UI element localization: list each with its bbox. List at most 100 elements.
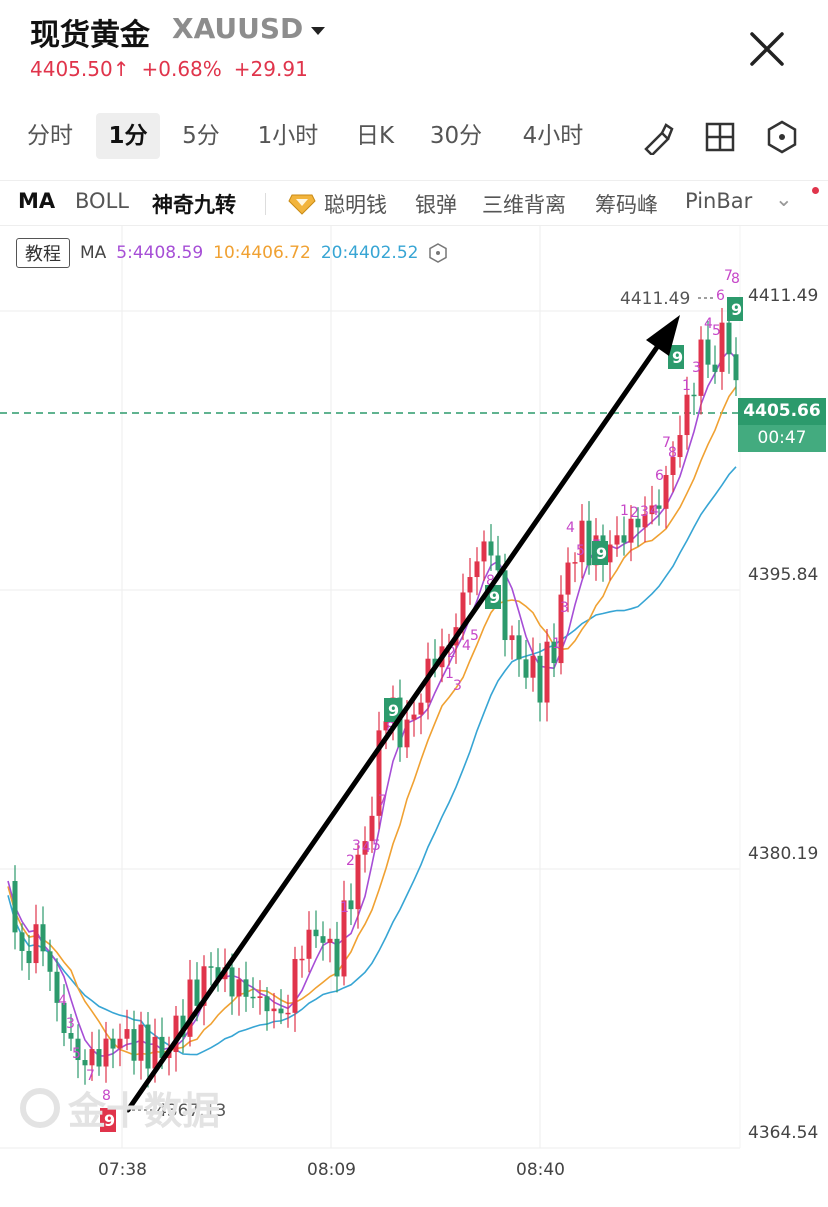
symbol-selector[interactable]: XAUUSD [172,12,326,45]
layout-grid-icon[interactable] [702,119,738,155]
divider [265,193,266,215]
candle [642,514,648,528]
candle [152,1036,158,1069]
candlestick-chart[interactable]: 4357812345781324581345712346781345678999… [0,226,828,1207]
close-icon[interactable] [748,30,786,68]
tab-1min[interactable]: 1分 [96,113,160,159]
candle [285,1012,291,1015]
current-price-tag: 4405.66 00:47 [738,398,826,452]
candle [334,938,340,977]
tab-fenshi[interactable]: 分时 [27,123,73,149]
candle [551,641,557,664]
price-axis-label: 4411.49 [748,286,819,306]
candle [215,967,221,980]
indicator-bar: MA BOLL 神奇九转 聪明钱 银弹 三维背离 筹码峰 PinBar ⌄ [0,180,828,226]
td-count-label: 2 [346,853,355,869]
candle [264,996,270,1012]
candle [138,1024,144,1061]
candle [47,951,53,972]
candle [320,936,326,943]
td-count-label: 7 [724,268,733,284]
current-price: 4405.50↑ [30,57,130,81]
current-price-value: 4405.66 [743,401,821,421]
candle [369,815,375,842]
indicator-pinbar[interactable]: PinBar [685,189,753,213]
td-count-label: 8 [102,1088,111,1104]
ma10-value: 10:4406.72 [213,243,311,263]
indicator-magic-nine[interactable]: 神奇九转 [152,193,236,217]
td-nine-badge [100,1108,116,1132]
td-count-label: 1 [552,636,561,652]
tab-1hour[interactable]: 1小时 [257,123,319,149]
change-absolute: +29.91 [233,57,308,81]
timeframe-bar: 分时 1分 5分 1小时 日K 30分 4小时 [0,105,828,163]
candle [306,929,312,959]
tutorial-button[interactable]: 教程 [16,238,70,268]
candle [145,1024,151,1069]
watermark: 金十数据 [20,1080,220,1135]
candle [75,1038,81,1061]
candle [362,841,368,855]
tab-30min[interactable]: 30分 [429,123,483,149]
chevron-down-icon [311,26,326,35]
indicator-ma[interactable]: MA [18,189,56,213]
tab-4hour[interactable]: 4小时 [522,123,584,149]
candle [733,354,739,381]
chart-grid [0,226,741,1149]
candle [89,1049,95,1066]
indicator-chip-peak[interactable]: 筹码峰 [595,193,658,217]
candle [40,924,46,952]
candle [544,641,550,703]
ma20-line [7,466,737,1056]
indicator-3d-divergence[interactable]: 三维背离 [482,193,566,217]
candle [292,959,298,1013]
candle [61,1002,67,1034]
indicator-boll[interactable]: BOLL [75,189,129,213]
settings-hexagon-icon[interactable] [764,119,800,155]
candle [537,655,543,703]
candle [103,1038,109,1067]
tab-daily[interactable]: 日K [355,123,395,149]
indicator-silver-bullet[interactable]: 银弹 [415,193,457,217]
price-line: 4405.50↑ +0.68% +29.91 [30,57,308,81]
td-count-label: 5 [372,838,381,854]
td-nine-label: 9 [489,588,500,607]
candle [579,520,585,563]
td-nine-badge [384,698,400,722]
candle [12,881,18,933]
candle [488,541,494,556]
td-count-label: 3 [640,504,649,520]
candle [670,457,676,475]
td-count-label: 5 [72,1046,81,1062]
candle [341,900,347,977]
candle [698,339,704,396]
time-axis-label: 08:09 [307,1160,356,1180]
candle [376,730,382,816]
td-count-label: 2 [630,505,639,521]
td-count-label: 3 [352,838,361,854]
ma-label: MA [80,243,107,263]
ma-settings-icon[interactable] [428,243,448,263]
candle [530,655,536,678]
ma10-line [7,386,737,1056]
candle [124,1029,130,1039]
more-indicators-icon[interactable]: ⌄ [775,187,793,211]
candle [712,364,718,372]
candle [628,518,634,543]
candle [607,544,613,563]
annotations [125,297,716,1113]
draw-tool-icon[interactable] [640,119,676,155]
candle [173,1015,179,1053]
indicator-smart-money[interactable]: 聪明钱 [324,193,387,217]
candle [201,966,207,1006]
td-count-label: 5 [576,543,585,559]
candle [33,924,39,964]
tab-5min[interactable]: 5分 [182,123,220,149]
candles [12,307,739,1088]
candle [649,505,655,515]
candle [180,1015,186,1037]
candle [516,635,522,660]
candle [565,562,571,595]
candle [271,1008,277,1012]
td-nine-badge [727,297,743,321]
